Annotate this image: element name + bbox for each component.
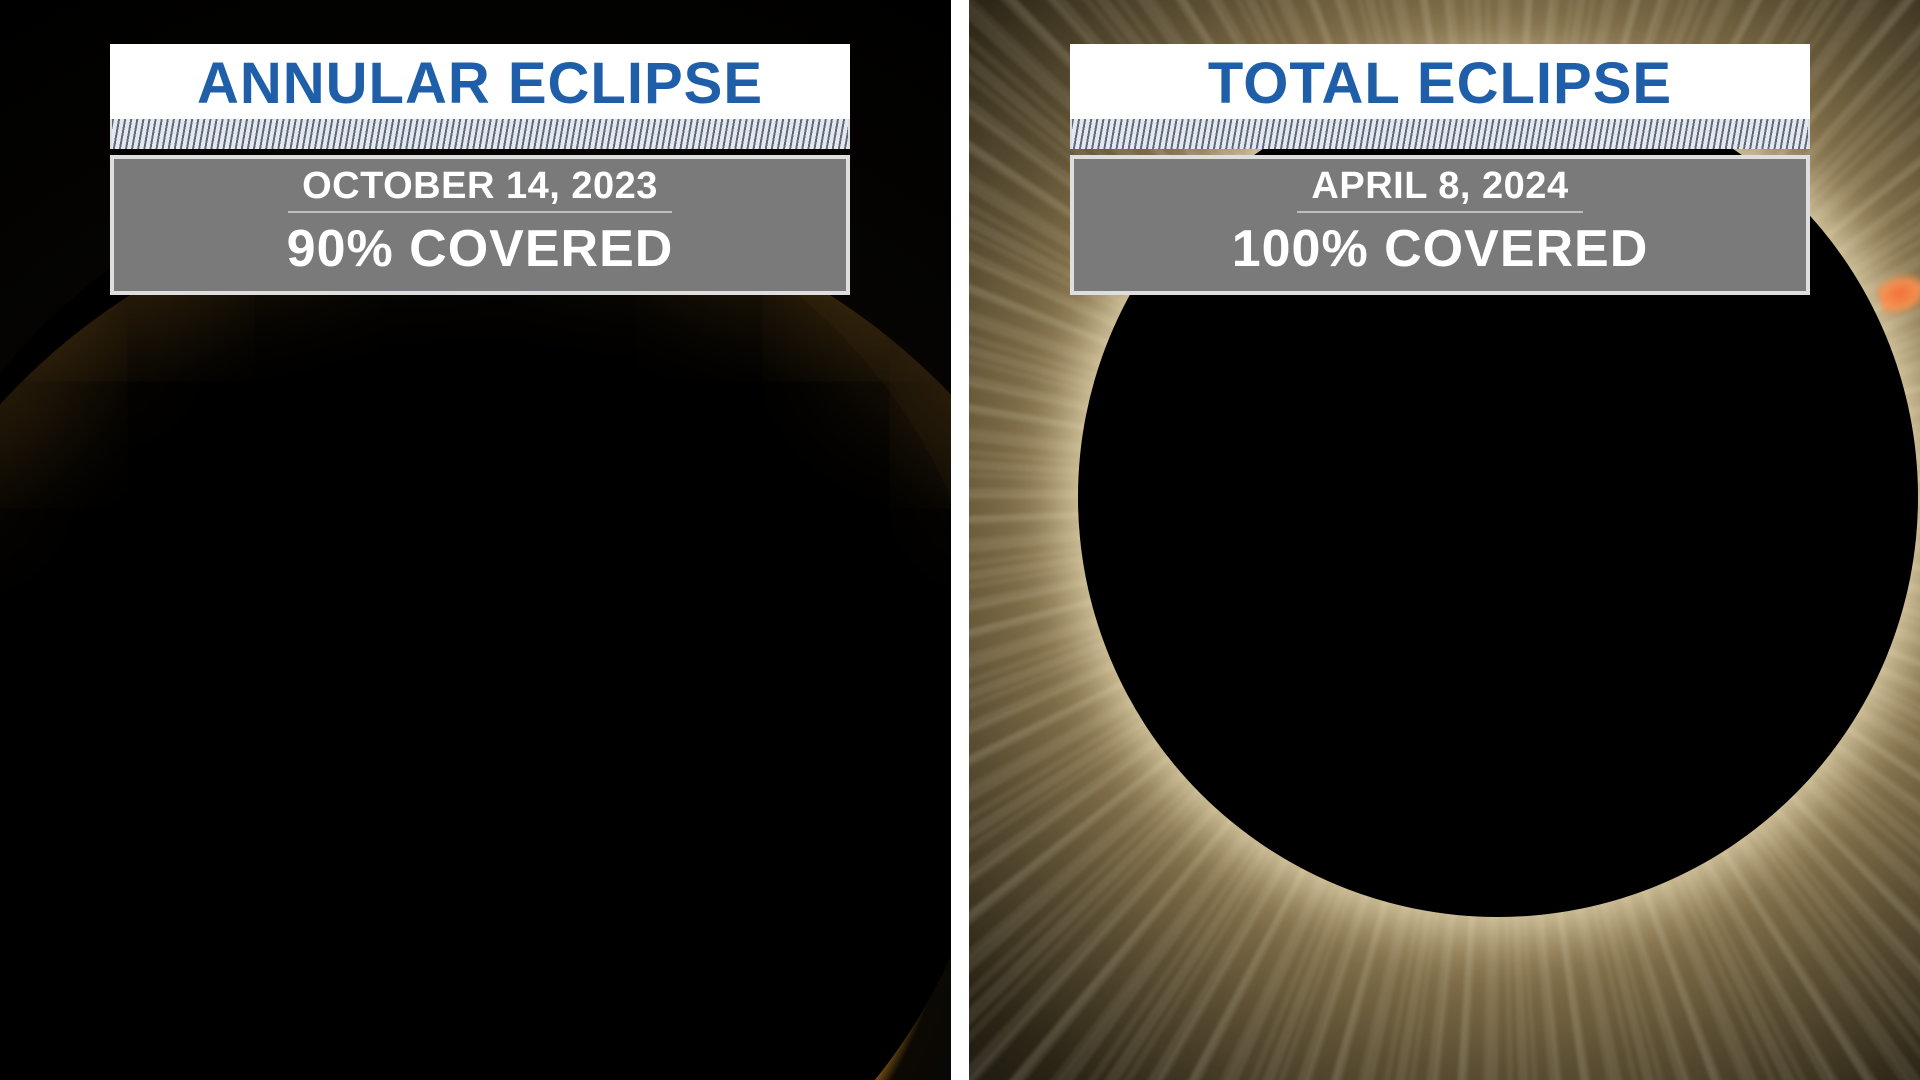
- hatch-strip: [110, 119, 850, 149]
- annular-info-box: OCTOBER 14, 2023 90% COVERED: [110, 155, 850, 295]
- total-labels: TOTAL ECLIPSE APRIL 8, 2024 100% COVERED: [1070, 44, 1810, 295]
- annular-eclipse-graphic: [0, 262, 960, 1080]
- annular-date: OCTOBER 14, 2023: [288, 165, 672, 213]
- annular-coverage: 90% COVERED: [130, 219, 830, 279]
- comparison-graphic: ANNULAR ECLIPSE OCTOBER 14, 2023 90% COV…: [0, 0, 1920, 1080]
- panel-total: TOTAL ECLIPSE APRIL 8, 2024 100% COVERED: [960, 0, 1920, 1080]
- total-title: TOTAL ECLIPSE: [1070, 44, 1810, 119]
- annular-title: ANNULAR ECLIPSE: [110, 44, 850, 119]
- panel-divider: [951, 0, 969, 1080]
- total-coverage: 100% COVERED: [1090, 219, 1790, 279]
- panel-annular: ANNULAR ECLIPSE OCTOBER 14, 2023 90% COV…: [0, 0, 960, 1080]
- total-info-box: APRIL 8, 2024 100% COVERED: [1070, 155, 1810, 295]
- total-date: APRIL 8, 2024: [1297, 165, 1582, 213]
- annular-labels: ANNULAR ECLIPSE OCTOBER 14, 2023 90% COV…: [110, 44, 850, 295]
- hatch-strip: [1070, 119, 1810, 149]
